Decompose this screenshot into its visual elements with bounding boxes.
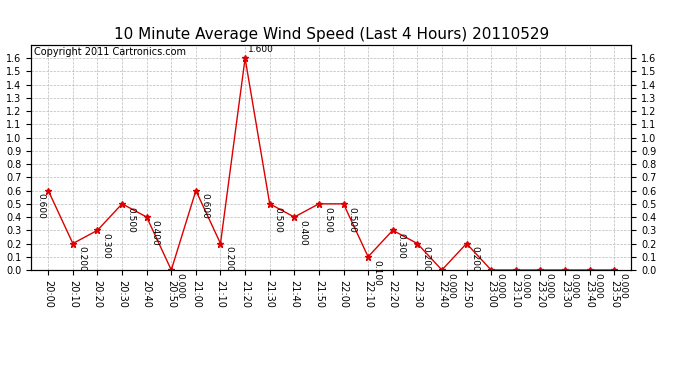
Text: 0.500: 0.500 [323,207,332,232]
Text: 0.000: 0.000 [618,273,627,298]
Text: 0.000: 0.000 [175,273,184,298]
Text: 0.000: 0.000 [544,273,553,298]
Text: 0.500: 0.500 [348,207,357,232]
Text: 0.600: 0.600 [37,194,46,219]
Text: 1.600: 1.600 [248,45,274,54]
Text: 0.000: 0.000 [569,273,578,298]
Text: 0.400: 0.400 [151,220,160,246]
Text: 0.200: 0.200 [77,246,86,272]
Text: 0.000: 0.000 [593,273,602,298]
Text: 0.400: 0.400 [299,220,308,246]
Text: 0.000: 0.000 [446,273,455,298]
Text: 0.300: 0.300 [101,233,110,259]
Text: 0.200: 0.200 [225,246,234,272]
Text: 0.500: 0.500 [126,207,135,232]
Title: 10 Minute Average Wind Speed (Last 4 Hours) 20110529: 10 Minute Average Wind Speed (Last 4 Hou… [114,27,549,42]
Text: 0.300: 0.300 [397,233,406,259]
Text: 0.600: 0.600 [200,194,209,219]
Text: 0.100: 0.100 [373,260,382,285]
Text: 0.000: 0.000 [520,273,529,298]
Text: 0.200: 0.200 [471,246,480,272]
Text: 0.500: 0.500 [274,207,283,232]
Text: Copyright 2011 Cartronics.com: Copyright 2011 Cartronics.com [34,47,186,57]
Text: 0.200: 0.200 [422,246,431,272]
Text: 0.000: 0.000 [495,273,504,298]
